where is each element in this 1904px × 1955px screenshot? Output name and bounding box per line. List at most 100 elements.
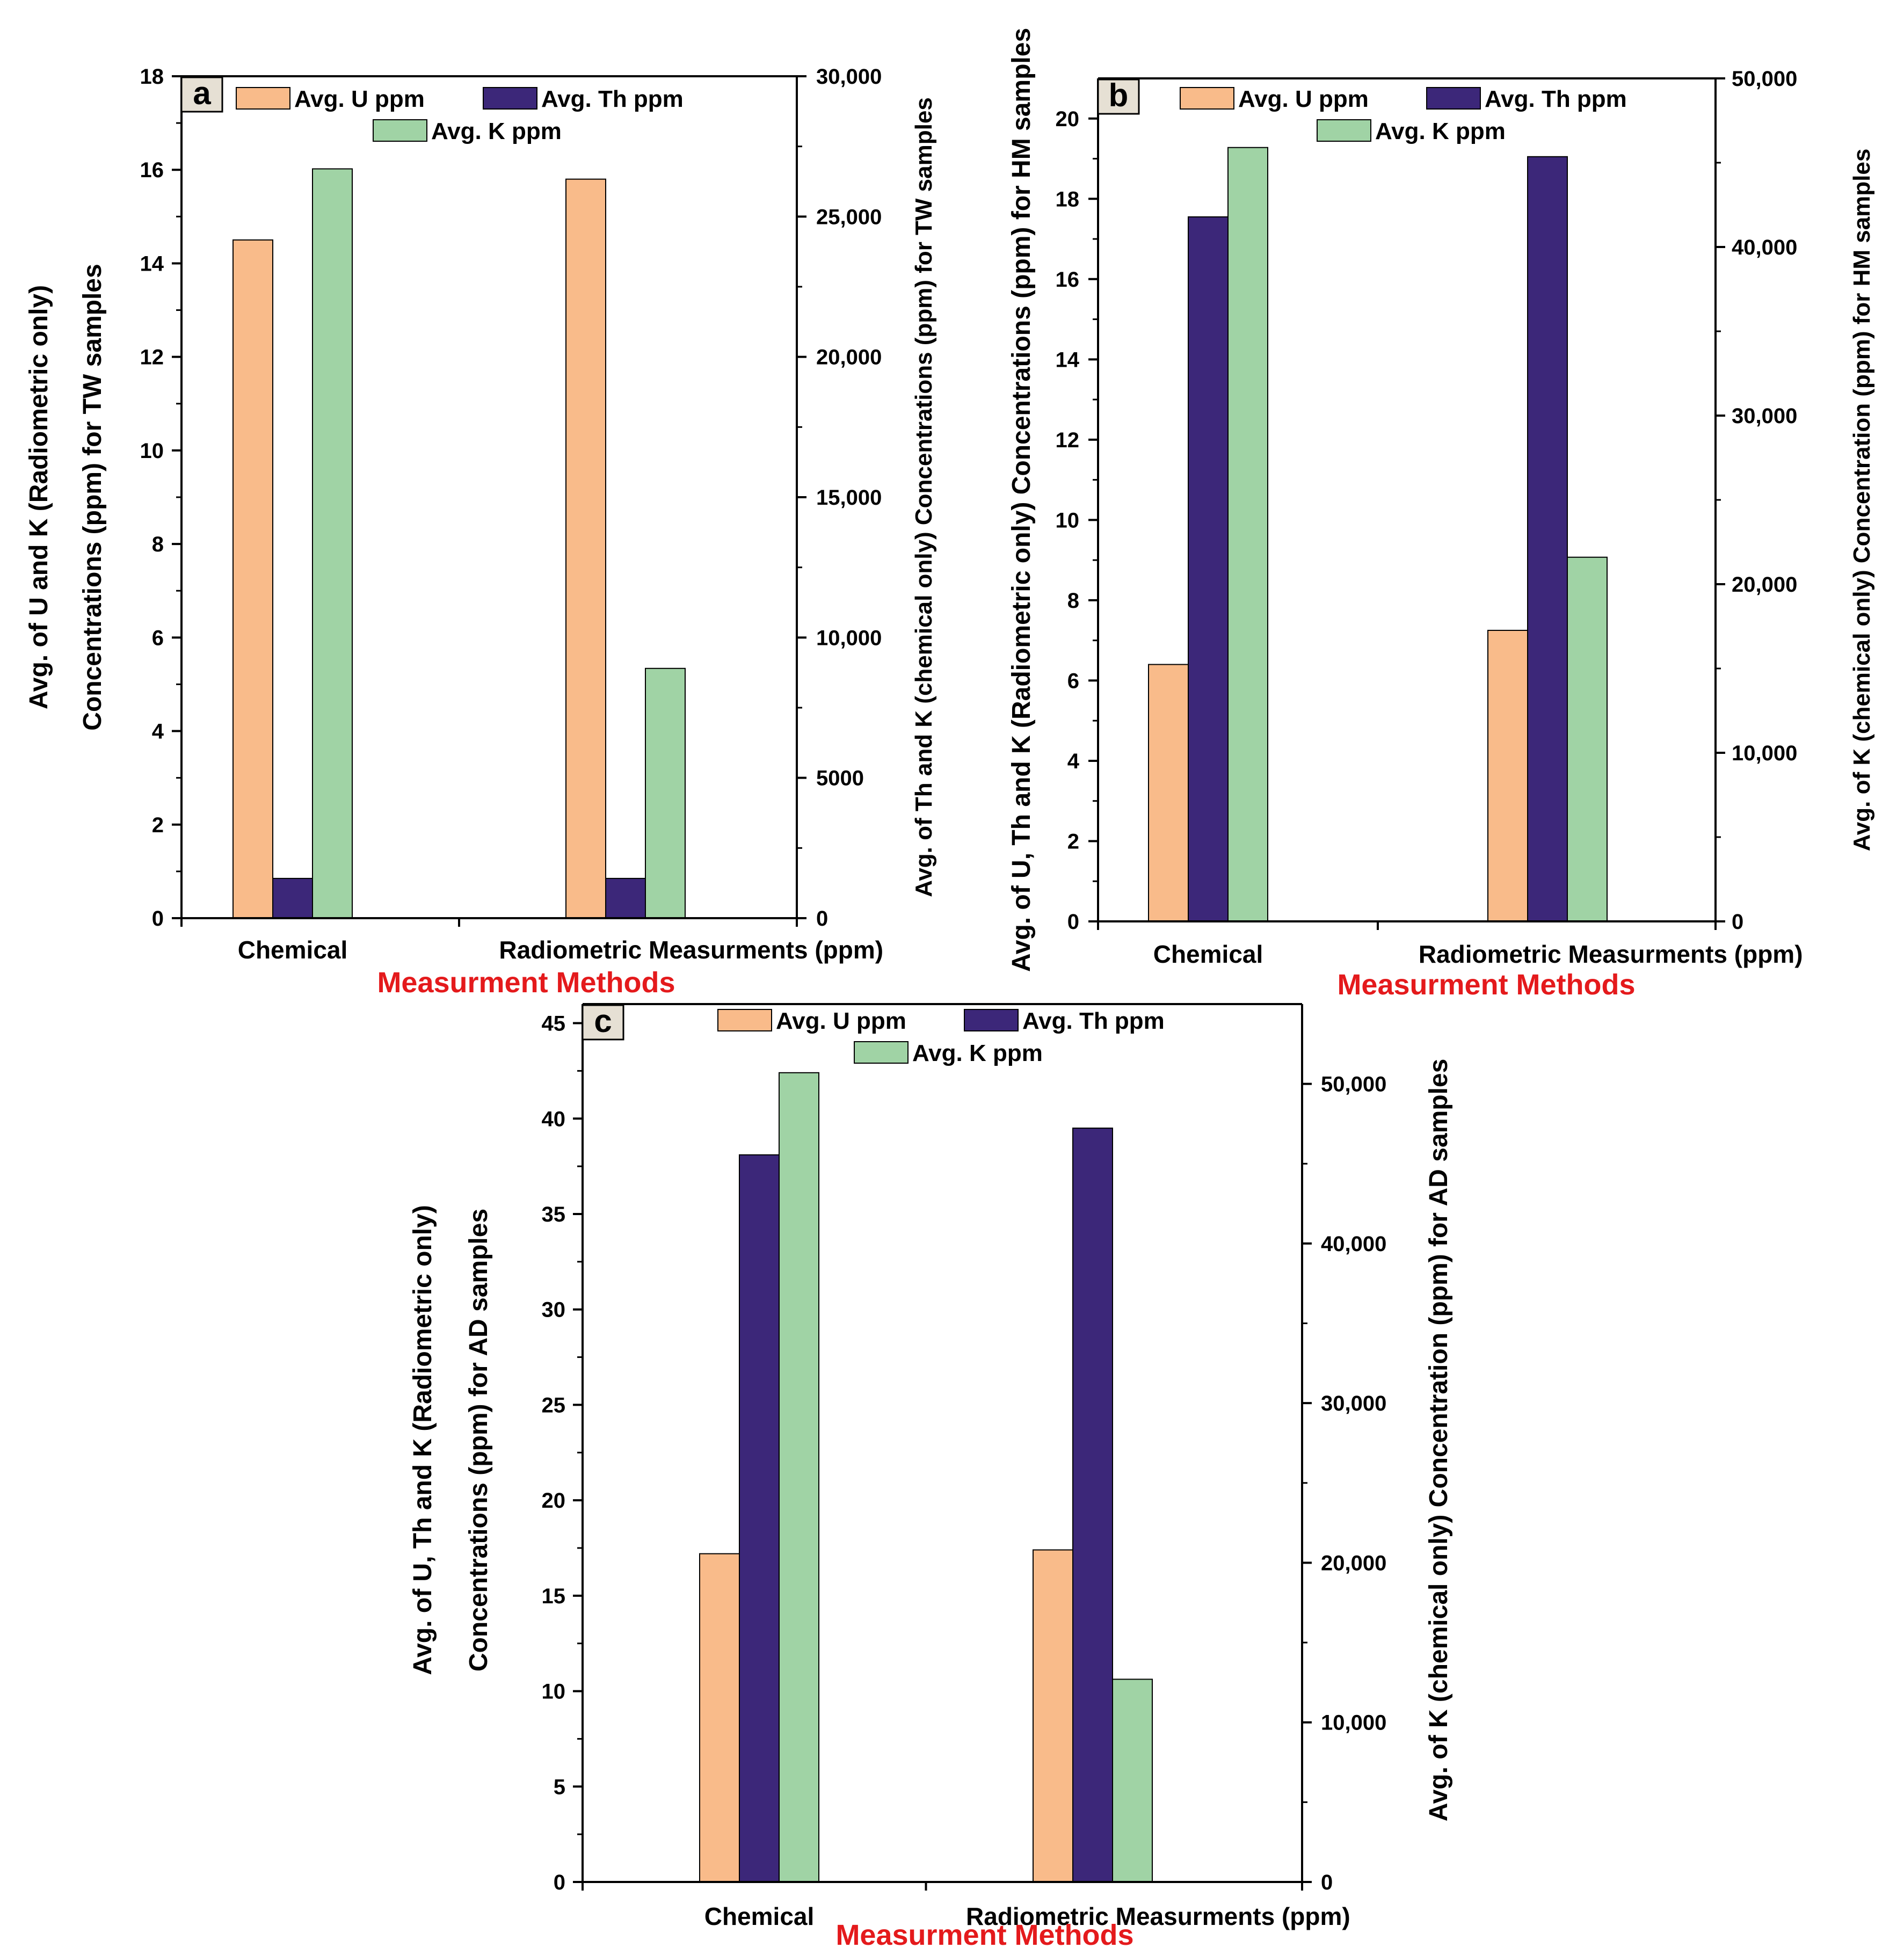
right-tick-label: 50,000 — [1732, 67, 1797, 91]
bar-avg-k-radiometric — [645, 667, 686, 919]
left-y-axis-title: Avg. of U and K (Radiometric only) — [25, 285, 53, 709]
category-label-chemical: Chemical — [238, 936, 348, 964]
left-tick-label: 10 — [140, 439, 164, 463]
right-tick-label: 10,000 — [1321, 1711, 1386, 1735]
left-tick-label: 25 — [542, 1393, 566, 1417]
right-tick-label: 10,000 — [816, 626, 882, 650]
bar-avg-th-chemical — [739, 1154, 780, 1883]
left-tick-label: 45 — [542, 1012, 566, 1036]
chart-panel-c: 0 5 10 15 20 25 30 35 40 45 0 10,000 20,000 30,000 40,… — [409, 1003, 1453, 1951]
legend-label-avg-u: Avg. U ppm — [1238, 86, 1369, 112]
right-tick-label: 0 — [1732, 910, 1743, 934]
panel-letter: b — [1109, 77, 1129, 113]
legend-swatch-avg-th — [964, 1009, 1019, 1031]
right-tick-label: 0 — [1321, 1871, 1333, 1894]
panel-letter-box — [582, 1004, 624, 1041]
legend-swatch-avg-th — [483, 87, 537, 110]
bar-avg-th-radiometric — [1527, 156, 1568, 922]
bar-avg-u-radiometric — [565, 178, 606, 919]
right-tick-label: 30,000 — [816, 65, 882, 89]
left-tick-label: 14 — [140, 252, 164, 275]
x-axis-title: Measurment Methods — [1337, 969, 1635, 1001]
right-y-axis-title: Avg. of K (chemical only) Concentration … — [1425, 1059, 1453, 1822]
left-tick-label: 10 — [1056, 508, 1080, 532]
left-tick-label: 6 — [1067, 669, 1079, 693]
legend-label-avg-th: Avg. Th ppm — [541, 86, 684, 112]
left-tick-label: 0 — [554, 1871, 565, 1894]
right-tick-label: 0 — [816, 907, 828, 931]
left-tick-label: 2 — [1067, 830, 1079, 853]
left-y-axis-title: Avg. of U, Th and K (Radiometric only) C… — [1007, 28, 1036, 972]
bar-avg-k-radiometric — [1112, 1678, 1153, 1883]
legend-swatch-avg-th — [1426, 87, 1481, 110]
bar-avg-k-chemical — [1227, 147, 1268, 922]
panel-letter: a — [193, 75, 211, 111]
bar-avg-u-chemical — [232, 239, 273, 919]
left-tick-label: 6 — [152, 626, 164, 650]
left-tick-label: 40 — [542, 1107, 566, 1131]
legend-swatch-avg-k — [854, 1041, 909, 1064]
left-tick-label: 12 — [1056, 428, 1080, 452]
bar-avg-th-chemical — [272, 877, 313, 919]
left-tick-label: 18 — [140, 65, 164, 89]
left-tick-label: 5 — [554, 1775, 565, 1799]
legend-label-avg-k: Avg. K ppm — [1375, 118, 1506, 144]
bar-avg-k-chemical — [312, 168, 353, 919]
bar-avg-th-chemical — [1188, 216, 1229, 922]
left-tick-label: 20 — [1056, 107, 1080, 131]
chart-panel-a: 0 2 4 6 8 10 12 14 16 18 0 5000 10,000 15,000 20,000 25… — [25, 65, 937, 999]
left-tick-label: 14 — [1056, 348, 1080, 372]
left-y-axis-title: Avg. of U, Th and K (Radiometric only) — [409, 1205, 437, 1675]
bar-avg-u-radiometric — [1487, 629, 1528, 922]
right-y-axis-title: Avg. of K (chemical only) Concentration … — [1849, 149, 1875, 852]
bar-avg-u-radiometric — [1033, 1549, 1073, 1883]
legend-label-avg-th: Avg. Th ppm — [1022, 1008, 1165, 1034]
legend-label-avg-th: Avg. Th ppm — [1485, 86, 1627, 112]
left-tick-label: 8 — [152, 533, 164, 556]
legend-label-avg-u: Avg. U ppm — [294, 86, 425, 112]
left-tick-label: 16 — [140, 158, 164, 182]
left-tick-label: 2 — [152, 813, 164, 837]
category-label-radiometric: Radiometric Measurments (ppm) — [499, 936, 883, 964]
left-tick-label: 15 — [542, 1585, 566, 1608]
x-axis-title: Measurment Methods — [377, 966, 675, 999]
legend-swatch-avg-k — [1317, 119, 1371, 142]
left-tick-label: 30 — [542, 1298, 566, 1322]
left-tick-label: 0 — [1067, 910, 1079, 934]
panel-letter-box — [180, 76, 223, 113]
bar-avg-th-radiometric — [605, 877, 646, 919]
bar-avg-k-chemical — [779, 1072, 819, 1883]
bar-avg-k-radiometric — [1567, 556, 1608, 922]
chart-panel-b: 0 2 4 6 8 10 12 14 16 18 20 0 10,000 20,000 30,000 40,0… — [1007, 28, 1875, 1001]
left-tick-label: 4 — [152, 720, 164, 744]
left-tick-label: 35 — [542, 1203, 566, 1226]
bar-avg-th-radiometric — [1072, 1128, 1113, 1883]
right-tick-label: 5000 — [816, 767, 864, 790]
right-tick-label: 10,000 — [1732, 742, 1797, 765]
left-tick-label: 20 — [542, 1489, 566, 1513]
panel-letter-box — [1097, 78, 1140, 115]
left-tick-label: 8 — [1067, 589, 1079, 613]
legend-label-avg-u: Avg. U ppm — [776, 1008, 906, 1034]
bar-avg-u-chemical — [1148, 664, 1189, 922]
left-tick-label: 18 — [1056, 187, 1080, 211]
x-axis-title: Measurment Methods — [835, 1919, 1133, 1951]
right-tick-label: 25,000 — [816, 205, 882, 229]
right-tick-label: 30,000 — [1732, 404, 1797, 428]
legend-swatch-avg-u — [717, 1009, 772, 1031]
right-tick-label: 20,000 — [1732, 573, 1797, 597]
category-label-chemical: Chemical — [1153, 940, 1263, 968]
right-tick-label: 15,000 — [816, 486, 882, 510]
left-tick-label: 12 — [140, 346, 164, 369]
left-tick-label: 0 — [152, 907, 164, 931]
right-tick-label: 50,000 — [1321, 1073, 1386, 1096]
legend-swatch-avg-u — [236, 87, 290, 110]
bar-avg-u-chemical — [699, 1553, 740, 1883]
right-tick-label: 20,000 — [816, 346, 882, 369]
left-y-axis-title: Concentrations (ppm) for AD samples — [464, 1209, 493, 1671]
category-label-radiometric: Radiometric Measurments (ppm) — [966, 1902, 1350, 1930]
category-label-radiometric: Radiometric Measurments (ppm) — [1419, 940, 1803, 968]
legend-swatch-avg-u — [1180, 87, 1234, 110]
right-y-axis-title: Avg. of Th and K (chemical only) Concent… — [911, 97, 937, 897]
